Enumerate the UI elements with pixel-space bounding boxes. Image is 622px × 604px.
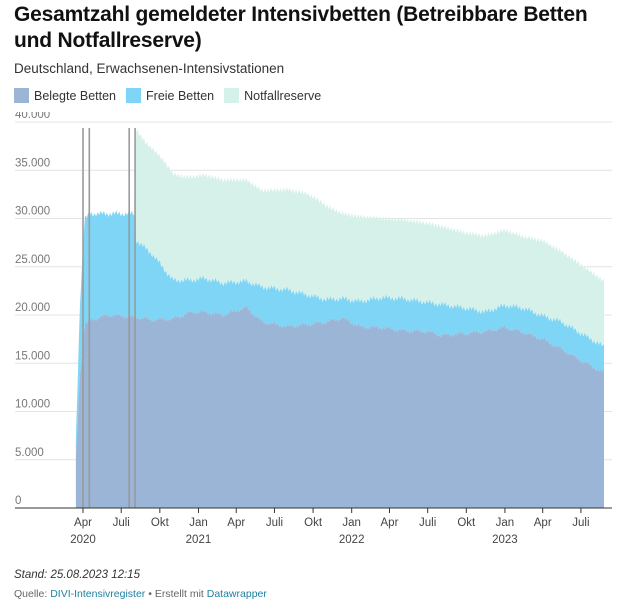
y-tick-label: 5.000 [15, 447, 44, 459]
y-tick-label: 35.000 [15, 157, 50, 169]
chart-subtitle: Deutschland, Erwachsenen-Intensivstation… [14, 61, 285, 76]
x-tick-year: 2021 [186, 534, 212, 546]
area-notfallreserve [75, 130, 604, 438]
x-tick-label: Juli [572, 517, 589, 529]
x-tick-label: Juli [266, 517, 283, 529]
x-tick-label: Apr [534, 517, 552, 529]
stand-timestamp: Stand: 25.08.2023 12:15 [14, 569, 140, 581]
legend: Belegte Betten Freie Betten Notfallreser… [14, 88, 321, 103]
x-tick-label: Apr [381, 517, 399, 529]
x-tick-label: Okt [304, 517, 323, 529]
legend-label-notfall: Notfallreserve [244, 88, 322, 103]
x-tick-year: 2023 [492, 534, 518, 546]
x-tick-label: Juli [113, 517, 130, 529]
x-tick-label: Jan [189, 517, 208, 529]
chart-title: Gesamtzahl gemeldeter Intensivbetten (Be… [14, 3, 588, 52]
x-tick-label: Jan [342, 517, 361, 529]
legend-item-belegte: Belegte Betten [14, 88, 116, 103]
legend-swatch-belegte [14, 88, 29, 103]
area-chart: 0 5.000 10.000 15.000 20.000 25.000 30.000 35.0… [15, 112, 612, 546]
legend-item-freie: Freie Betten [126, 88, 214, 103]
source-link[interactable]: DIVI-Intensivregister [50, 588, 146, 600]
x-tick-label: Okt [151, 517, 170, 529]
y-tick-label: 0 [15, 495, 21, 507]
x-tick-label: Apr [74, 517, 92, 529]
y-tick-label: 20.000 [15, 302, 50, 314]
legend-label-freie: Freie Betten [146, 88, 215, 103]
x-tick-year: 2020 [70, 534, 96, 546]
footer-source-prefix: Quelle: [14, 588, 51, 600]
legend-swatch-freie [126, 88, 142, 103]
x-tick-year: 2022 [339, 534, 365, 546]
y-tick-label: 30.000 [15, 206, 50, 218]
area-belegte-betten [75, 305, 604, 508]
x-tick-label: Jan [496, 517, 515, 529]
datawrapper-link[interactable]: Datawrapper [206, 588, 267, 600]
x-tick-label: Juli [419, 517, 436, 529]
legend-swatch-notfall [224, 88, 240, 103]
legend-item-notfall: Notfallreserve [224, 88, 321, 103]
footer-source: Quelle: DIVI-Intensivregister • Erstellt… [14, 588, 267, 600]
y-tick-label: 25.000 [15, 254, 50, 266]
x-tick-label: Apr [227, 517, 245, 529]
y-tick-label: 40.000 [15, 112, 50, 121]
footer-separator: • Erstellt mit [145, 588, 207, 600]
y-tick-label: 15.000 [15, 350, 50, 362]
y-tick-label: 10.000 [15, 399, 50, 411]
legend-label-belegte: Belegte Betten [34, 88, 117, 103]
x-tick-label: Okt [457, 517, 476, 529]
